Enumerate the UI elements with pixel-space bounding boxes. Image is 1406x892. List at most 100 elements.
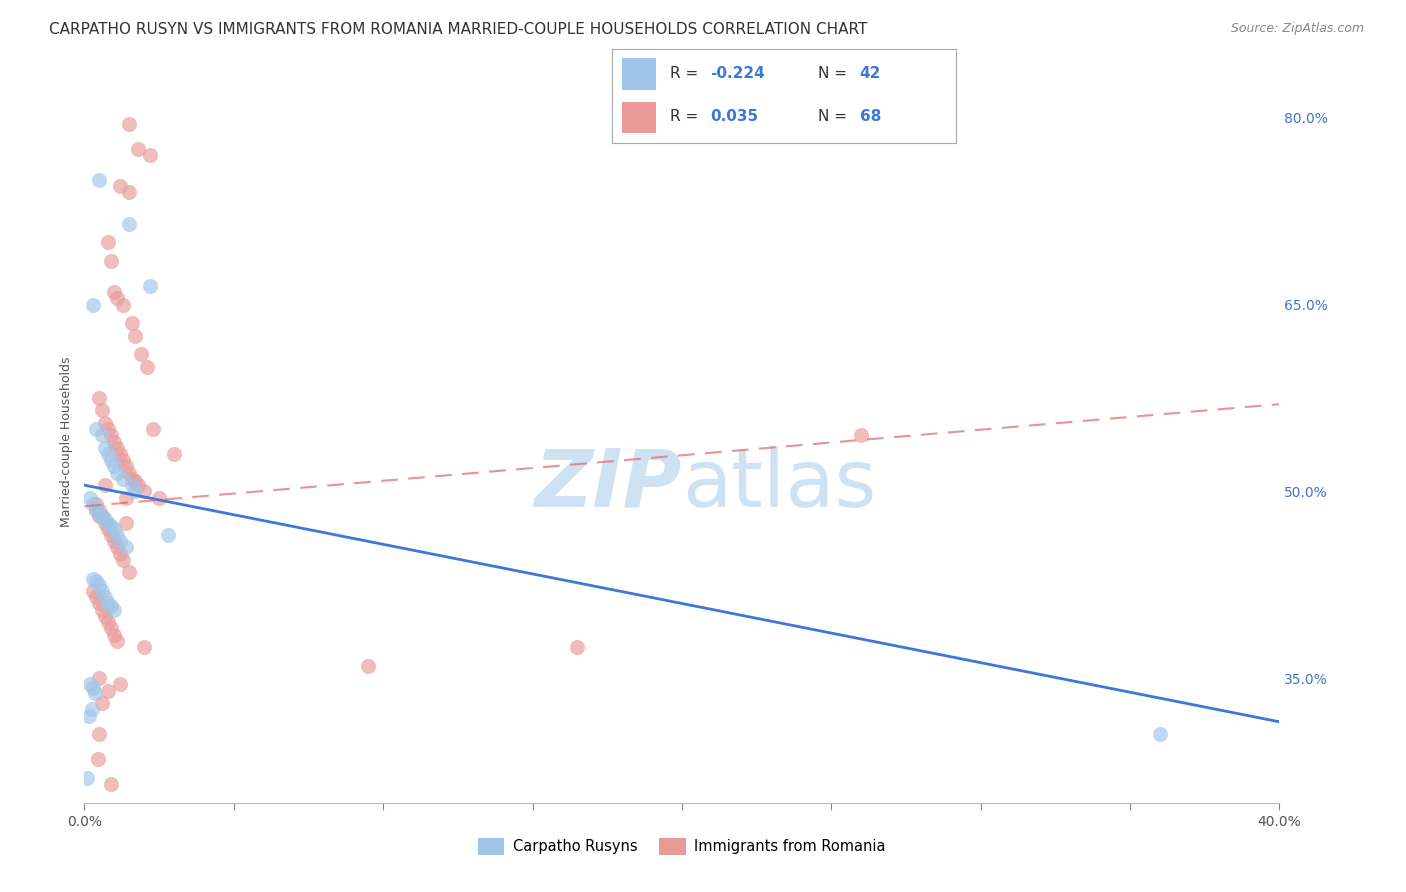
Point: [103, 627, 125, 641]
Point: [89, 509, 111, 524]
Point: [100, 428, 122, 442]
Point: [91, 584, 114, 599]
Point: [851, 428, 873, 442]
Point: [82, 681, 104, 696]
Point: [89, 578, 111, 592]
Point: [163, 447, 186, 461]
Text: CARPATHO RUSYN VS IMMIGRANTS FROM ROMANIA MARRIED-COUPLE HOUSEHOLDS CORRELATION : CARPATHO RUSYN VS IMMIGRANTS FROM ROMANI…: [49, 22, 868, 37]
Point: [97, 516, 120, 530]
Text: N =: N =: [818, 109, 852, 124]
Point: [89, 173, 111, 187]
Point: [357, 658, 380, 673]
Point: [103, 434, 125, 449]
Point: [94, 516, 117, 530]
Point: [115, 541, 138, 555]
Point: [110, 677, 132, 691]
Point: [91, 696, 114, 710]
Point: [94, 512, 117, 526]
Point: [91, 509, 114, 524]
Point: [97, 522, 120, 536]
Point: [100, 777, 122, 791]
Point: [94, 478, 117, 492]
Point: [79, 491, 101, 505]
Point: [105, 441, 128, 455]
Point: [83, 686, 105, 700]
Point: [105, 528, 128, 542]
Point: [567, 640, 589, 654]
Text: 68: 68: [859, 109, 882, 124]
Point: [86, 503, 108, 517]
Point: [110, 534, 132, 549]
Point: [112, 297, 135, 311]
Point: [89, 391, 111, 405]
Point: [91, 403, 114, 417]
Point: [97, 235, 120, 250]
Point: [121, 472, 143, 486]
Point: [1149, 727, 1171, 741]
Point: [100, 528, 122, 542]
Point: [97, 447, 120, 461]
Point: [103, 603, 125, 617]
Bar: [621, 102, 657, 134]
Point: [103, 522, 125, 536]
Point: [112, 553, 135, 567]
Point: [94, 441, 117, 455]
Point: [129, 347, 152, 361]
Point: [103, 459, 125, 474]
Point: [115, 459, 138, 474]
Point: [87, 752, 110, 766]
Point: [82, 572, 104, 586]
Point: [124, 328, 146, 343]
Point: [132, 484, 156, 499]
Legend: Carpatho Rusyns, Immigrants from Romania: Carpatho Rusyns, Immigrants from Romania: [472, 832, 891, 861]
Point: [112, 472, 135, 486]
Point: [89, 727, 111, 741]
Point: [118, 217, 141, 231]
Point: [97, 615, 120, 630]
Point: [139, 278, 162, 293]
Point: [121, 316, 143, 330]
Point: [89, 671, 111, 685]
Text: N =: N =: [818, 66, 852, 81]
Point: [103, 285, 125, 299]
Point: [127, 478, 149, 492]
Point: [79, 677, 101, 691]
Point: [118, 566, 141, 580]
Point: [142, 422, 165, 436]
Text: 0.035: 0.035: [710, 109, 758, 124]
Point: [100, 599, 122, 613]
Point: [148, 491, 170, 505]
Point: [105, 466, 128, 480]
Point: [110, 547, 132, 561]
Point: [86, 574, 108, 588]
Point: [100, 453, 122, 467]
Text: ZIP: ZIP: [534, 446, 682, 524]
Point: [105, 291, 128, 305]
Point: [97, 597, 120, 611]
Y-axis label: Married-couple Households: Married-couple Households: [60, 356, 73, 527]
Point: [115, 491, 138, 505]
Point: [86, 422, 108, 436]
Point: [89, 503, 111, 517]
Point: [136, 359, 159, 374]
Point: [82, 584, 104, 599]
Point: [91, 428, 114, 442]
Bar: [621, 59, 657, 90]
Point: [124, 484, 146, 499]
Text: R =: R =: [671, 109, 709, 124]
Point: [100, 253, 122, 268]
Point: [86, 497, 108, 511]
Point: [89, 507, 111, 521]
Text: Source: ZipAtlas.com: Source: ZipAtlas.com: [1230, 22, 1364, 36]
Point: [94, 416, 117, 430]
Text: -0.224: -0.224: [710, 66, 765, 81]
Point: [97, 422, 120, 436]
Text: 42: 42: [859, 66, 882, 81]
Point: [94, 591, 117, 605]
Point: [80, 702, 103, 716]
Point: [97, 683, 120, 698]
Point: [100, 621, 122, 635]
Point: [86, 503, 108, 517]
Point: [100, 519, 122, 533]
Point: [132, 640, 156, 654]
